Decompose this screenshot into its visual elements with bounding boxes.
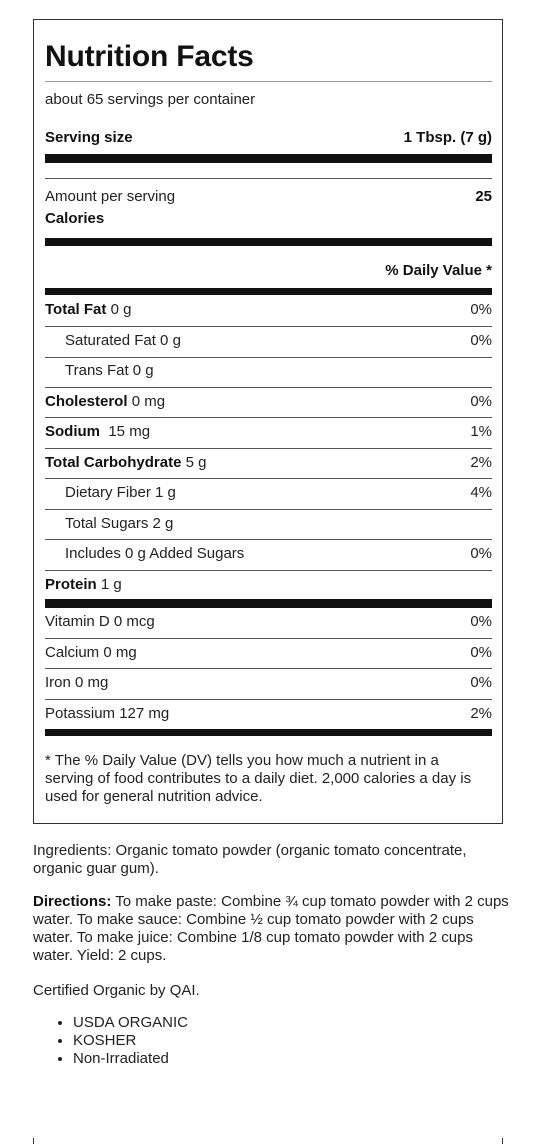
ingredients-text: Ingredients: Organic tomato powder (orga…: [33, 842, 467, 877]
list-item: USDA ORGANIC: [73, 1014, 188, 1032]
nutrient-name: Sodium: [45, 423, 100, 440]
vitamin-dv: 0%: [470, 644, 492, 661]
nutrient-dv: 0%: [470, 393, 492, 410]
vitamin-name: Calcium 0 mg: [45, 644, 137, 661]
nutrient-dv: 0%: [470, 545, 492, 562]
vitamin-name: Potassium 127 mg: [45, 705, 170, 722]
nutrient-name: Trans Fat 0 g: [65, 362, 154, 379]
serving-size-label: Serving size: [45, 129, 133, 146]
divider: [45, 357, 492, 358]
vitamin-dv: 2%: [470, 705, 492, 722]
nutrient-name: Total Carbohydrate: [45, 454, 182, 471]
border-tick: [502, 1138, 503, 1144]
calories-value: 25: [475, 188, 492, 205]
nutrient-amount: 0 mg: [131, 393, 166, 410]
list-item: KOSHER: [73, 1032, 188, 1050]
vitamin-name: Vitamin D 0 mcg: [45, 613, 155, 630]
nutrient-name: Cholesterol: [45, 393, 128, 410]
nutrient-dv: 0%: [470, 332, 492, 349]
divider: [45, 668, 492, 669]
border-tick: [33, 1138, 34, 1144]
thick-divider: [45, 288, 492, 295]
thick-divider: [45, 729, 492, 736]
divider: [45, 699, 492, 700]
label-title: Nutrition Facts: [45, 40, 254, 73]
servings-text: about 65 servings per container: [45, 91, 256, 108]
nutrition-facts-label: Nutrition Facts about 65 servings per co…: [33, 19, 503, 824]
calories-label: Calories: [45, 210, 105, 227]
certification-text: Certified Organic by QAI.: [33, 982, 200, 999]
divider: [45, 539, 492, 540]
thick-divider: [45, 238, 492, 246]
daily-value-footnote: * The % Daily Value (DV) tells you how m…: [45, 752, 472, 805]
nutrient-name: Includes 0 g Added Sugars: [65, 545, 245, 562]
serving-size-value: 1 Tbsp. (7 g): [403, 129, 492, 146]
nutrient-dv: 1%: [470, 423, 492, 440]
nutrient-dv: 2%: [470, 454, 492, 471]
nutrient-name: Total Sugars 2 g: [65, 515, 174, 532]
divider: [45, 448, 492, 449]
badge-list: USDA ORGANIC KOSHER Non-Irradiated: [33, 1014, 188, 1068]
divider: [45, 509, 492, 510]
thick-divider: [45, 599, 492, 608]
divider: [45, 570, 492, 571]
nutrient-amount: 1 g: [100, 576, 122, 593]
dv-header: % Daily Value *: [385, 262, 492, 279]
vitamin-name: Iron 0 mg: [45, 674, 109, 691]
divider: [45, 478, 492, 479]
amount-per-serving-label: Amount per serving: [45, 188, 176, 205]
vitamin-dv: 0%: [470, 674, 492, 691]
directions-label: Directions:: [33, 893, 112, 910]
nutrient-amount: 0 g: [110, 301, 132, 318]
list-item: Non-Irradiated: [73, 1050, 188, 1068]
divider: [45, 326, 492, 327]
vitamin-dv: 0%: [470, 613, 492, 630]
nutrient-name: Dietary Fiber 1 g: [65, 484, 176, 501]
divider: [45, 178, 492, 179]
nutrient-dv: 0%: [470, 301, 492, 318]
thick-divider: [45, 154, 492, 163]
divider: [45, 81, 492, 82]
nutrient-name: Saturated Fat 0 g: [65, 332, 181, 349]
nutrient-amount: 5 g: [185, 454, 207, 471]
nutrient-name: Total Fat: [45, 301, 107, 318]
directions-block: Directions: To make paste: Combine ¾ cup…: [33, 893, 513, 965]
divider: [45, 417, 492, 418]
directions-text: To make paste: Combine ¾ cup tomato powd…: [33, 893, 509, 964]
nutrient-name: Protein: [45, 576, 97, 593]
divider: [45, 638, 492, 639]
divider: [45, 387, 492, 388]
nutrient-dv: 4%: [470, 484, 492, 501]
nutrient-amount: 15 mg: [108, 423, 151, 440]
